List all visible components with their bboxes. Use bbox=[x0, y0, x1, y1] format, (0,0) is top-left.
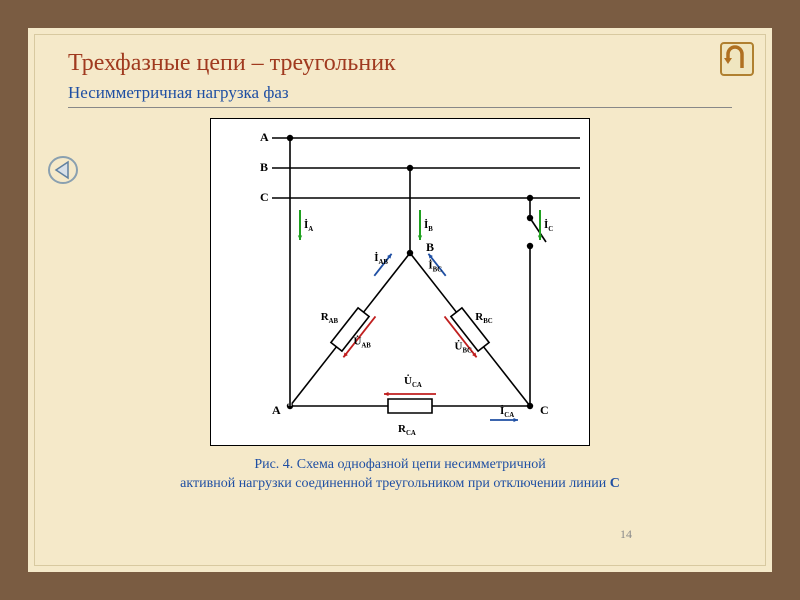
svg-text:A: A bbox=[260, 130, 269, 144]
back-button[interactable] bbox=[48, 156, 78, 184]
triangle-left-icon bbox=[48, 156, 78, 184]
svg-text:C: C bbox=[540, 403, 549, 417]
svg-text:B: B bbox=[260, 160, 268, 174]
page-subtitle: Несимметричная нагрузка фаз bbox=[68, 83, 732, 103]
figure: ABCİAİBİCRABİABU̇ABRBCİBCU̇BCRCAİCAU̇CAB… bbox=[68, 118, 732, 494]
svg-text:A: A bbox=[272, 403, 281, 417]
svg-text:B: B bbox=[426, 240, 434, 254]
page-title: Трехфазные цепи – треугольник bbox=[68, 50, 732, 77]
circuit-diagram: ABCİAİBİCRABİABU̇ABRBCİBCU̇BCRCAİCAU̇CAB… bbox=[210, 118, 590, 446]
divider bbox=[68, 107, 732, 108]
svg-text:C: C bbox=[260, 190, 269, 204]
figure-caption: Рис. 4. Схема однофазной цепи несимметри… bbox=[180, 456, 620, 494]
slide-number: 14 bbox=[620, 527, 632, 542]
